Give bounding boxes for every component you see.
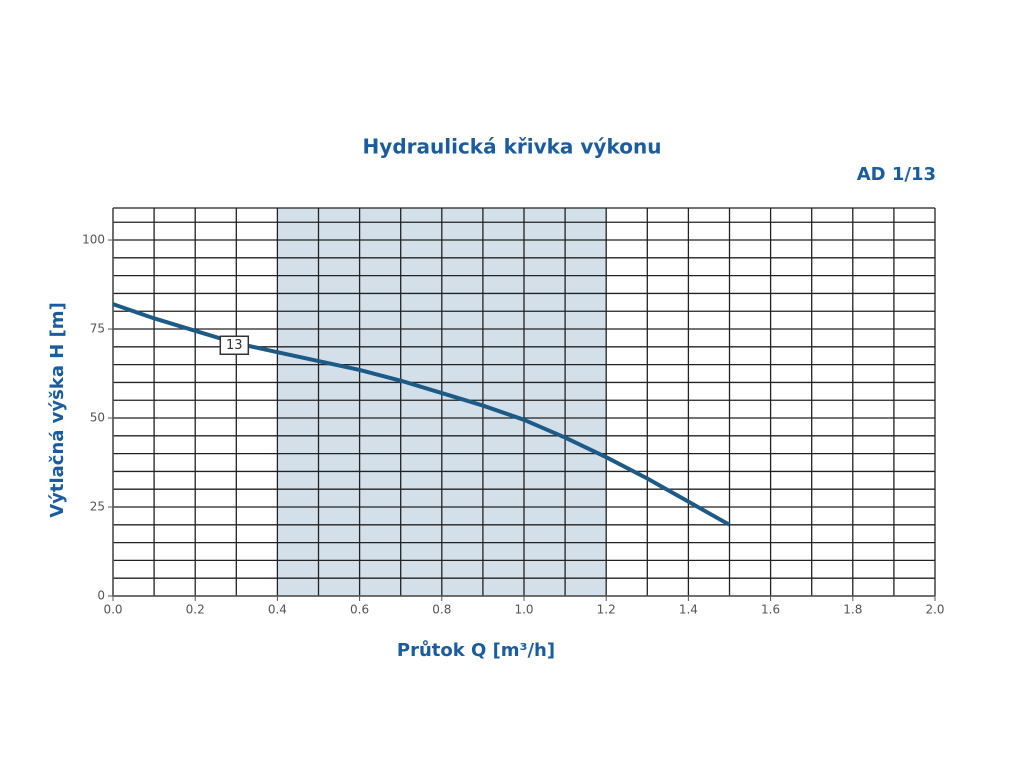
chart-subtitle: AD 1/13 <box>857 164 936 185</box>
y-tick-label: 75 <box>90 322 105 336</box>
x-tick-label: 0.2 <box>186 603 205 617</box>
series-label-box <box>219 335 250 356</box>
x-tick-label: 1.8 <box>843 603 862 617</box>
x-axis-label: Průtok Q [m³/h] <box>397 639 555 661</box>
chart-title: Hydraulická křivka výkonu <box>363 135 662 159</box>
x-tick-label: 2.0 <box>925 603 944 617</box>
x-tick-label: 0.8 <box>432 603 451 617</box>
x-tick-label: 1.2 <box>597 603 616 617</box>
x-tick-label: 0.4 <box>268 603 287 617</box>
x-tick-label: 0.6 <box>350 603 369 617</box>
y-tick-label: 100 <box>82 233 105 247</box>
series-label: 13 <box>226 338 243 353</box>
x-tick-label: 1.4 <box>679 603 698 617</box>
y-tick-label: 50 <box>90 411 105 425</box>
line-series <box>112 302 731 527</box>
x-tick-label: 0.0 <box>103 603 122 617</box>
x-tick-label: 1.6 <box>761 603 780 617</box>
x-tick-label: 1.0 <box>514 603 533 617</box>
y-axis-label: Výtlačná výška H [m] <box>47 302 68 518</box>
y-tick-label: 0 <box>97 589 105 603</box>
y-tick-label: 25 <box>90 500 105 514</box>
